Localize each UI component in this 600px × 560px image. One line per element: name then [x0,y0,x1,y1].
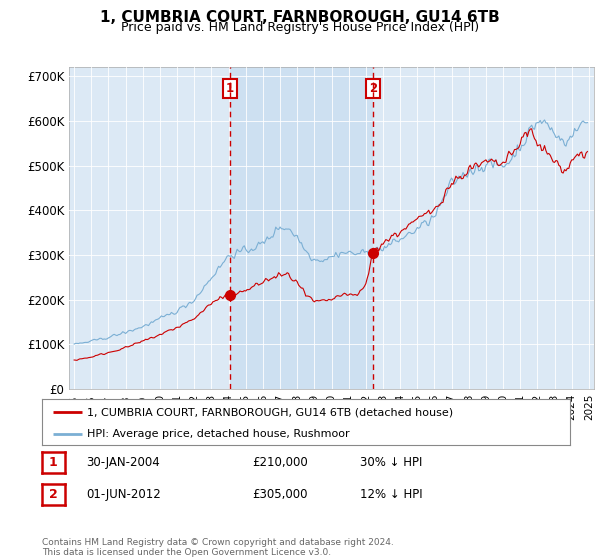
Text: 1, CUMBRIA COURT, FARNBOROUGH, GU14 6TB (detached house): 1, CUMBRIA COURT, FARNBOROUGH, GU14 6TB … [87,407,453,417]
Text: Contains HM Land Registry data © Crown copyright and database right 2024.
This d: Contains HM Land Registry data © Crown c… [42,538,394,557]
Text: 1: 1 [226,82,234,95]
Text: 2: 2 [49,488,58,501]
Text: 2: 2 [369,82,377,95]
Text: 30% ↓ HPI: 30% ↓ HPI [360,456,422,469]
Text: 30-JAN-2004: 30-JAN-2004 [86,456,160,469]
Text: £210,000: £210,000 [252,456,308,469]
Text: Price paid vs. HM Land Registry's House Price Index (HPI): Price paid vs. HM Land Registry's House … [121,21,479,34]
Text: HPI: Average price, detached house, Rushmoor: HPI: Average price, detached house, Rush… [87,429,350,438]
Text: 1: 1 [49,456,58,469]
Text: 12% ↓ HPI: 12% ↓ HPI [360,488,422,501]
Text: 01-JUN-2012: 01-JUN-2012 [86,488,161,501]
Text: 1, CUMBRIA COURT, FARNBOROUGH, GU14 6TB: 1, CUMBRIA COURT, FARNBOROUGH, GU14 6TB [100,10,500,25]
Text: £305,000: £305,000 [252,488,308,501]
Bar [230,67,373,389]
